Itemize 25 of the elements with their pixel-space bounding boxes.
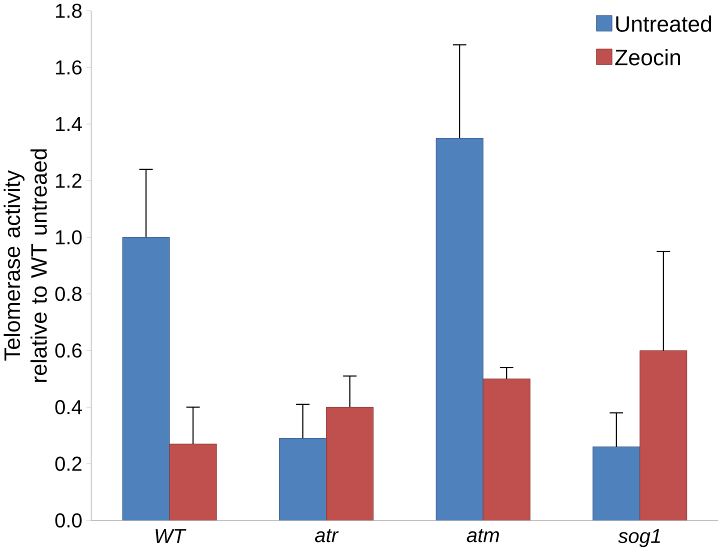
y-tick-label: 1.8: [56, 4, 82, 18]
y-tick-label: 0.8: [55, 286, 82, 302]
x-tick-label: WT: [156, 529, 186, 544]
bar: [279, 438, 327, 521]
bar: [169, 444, 217, 521]
bar: [326, 407, 374, 521]
x-tick-label: atm: [466, 529, 499, 542]
y-tick-label: 1.0: [56, 230, 82, 245]
bar: [436, 138, 484, 521]
bar: [592, 446, 640, 521]
y-axis-title: Telomerase activity relative to WT untreaed: [4, 149, 47, 382]
x-tick-label: sog1: [618, 529, 660, 548]
y-tick-label: 1.4: [56, 117, 82, 132]
legend-label: Zeocin: [615, 49, 680, 66]
bar: [122, 237, 170, 521]
bar: [482, 378, 530, 521]
x-tick-label: atr: [315, 529, 339, 542]
y-tick-label: 1.6: [56, 60, 82, 75]
y-tick-label: 0.6: [55, 344, 82, 358]
bar: [640, 350, 688, 521]
y-tick-label: 0.2: [55, 456, 82, 471]
y-tick-label: 0.0: [55, 513, 82, 528]
y-tick-label: 0.4: [55, 400, 82, 414]
y-tick-label: 1.2: [56, 174, 82, 188]
legend-label: Untreated: [616, 16, 712, 32]
